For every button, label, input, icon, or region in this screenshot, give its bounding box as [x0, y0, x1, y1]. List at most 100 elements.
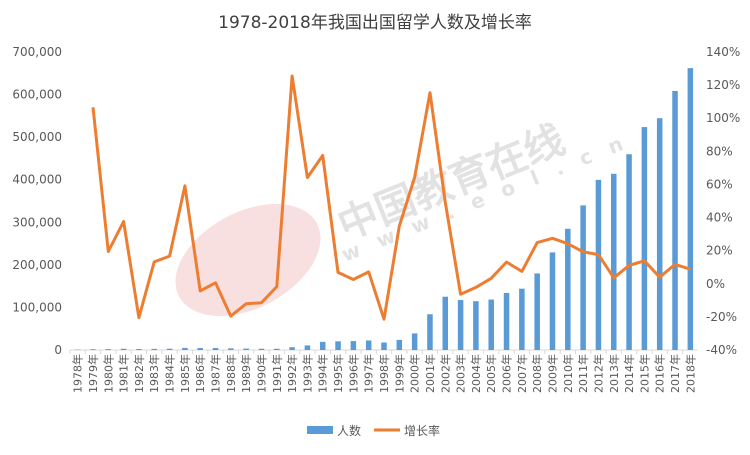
left-tick-label: 300,000	[12, 215, 62, 229]
bar	[182, 347, 188, 350]
bar	[580, 205, 586, 350]
right-tick-label: 100%	[706, 111, 740, 125]
bar	[626, 154, 632, 350]
bar	[120, 348, 127, 350]
right-tick-label: 60%	[706, 177, 733, 191]
legend-label-people: 人数	[337, 423, 361, 438]
bar	[90, 349, 96, 350]
x-tick-label: 1985年	[178, 354, 192, 393]
x-tick-label: 1982年	[132, 354, 146, 393]
right-tick-label: -40%	[706, 343, 737, 357]
bar	[641, 127, 648, 350]
bar	[197, 348, 203, 350]
bar	[289, 347, 295, 350]
x-tick-label: 1997年	[362, 354, 376, 393]
x-tick-label: 1981年	[117, 354, 131, 393]
x-tick-label: 1996年	[346, 354, 360, 393]
bar	[595, 179, 602, 350]
x-tick-label: 2004年	[469, 354, 483, 393]
x-tick-label: 1979年	[86, 354, 100, 393]
bar	[381, 342, 387, 350]
legend-swatch-people	[307, 426, 333, 434]
right-tick-label: 40%	[706, 211, 733, 225]
x-tick-label: 2007年	[515, 354, 529, 393]
x-tick-label: 2009年	[545, 354, 559, 393]
bar	[549, 252, 556, 350]
line-series	[91, 74, 691, 321]
x-tick-label: 2012年	[591, 354, 605, 393]
right-tick-label: 140%	[706, 45, 740, 59]
x-tick-label: 1991年	[270, 354, 284, 393]
bar	[457, 300, 464, 350]
x-tick-label: 2014年	[622, 354, 636, 393]
legend-label-growth: 增长率	[404, 423, 440, 438]
left-tick-label: 200,000	[12, 258, 62, 272]
bar	[411, 333, 418, 350]
bar	[350, 341, 357, 350]
left-tick-label: 400,000	[12, 173, 62, 187]
x-tick-label: 1987年	[209, 354, 223, 393]
x-tick-label: 1990年	[254, 354, 268, 393]
x-tick-label: 1993年	[300, 354, 314, 393]
x-tick-label: 1995年	[331, 354, 345, 393]
right-tick-label: 120%	[706, 78, 740, 92]
right-tick-label: 20%	[706, 244, 733, 258]
bar	[274, 348, 280, 350]
bar	[212, 347, 219, 350]
x-tick-label: 1978年	[71, 354, 85, 393]
growth-rate-line	[91, 74, 691, 321]
x-tick-label: 1998年	[377, 354, 391, 393]
x-tick-label: 1986年	[193, 354, 207, 393]
x-tick-label: 1983年	[147, 354, 161, 393]
bar	[473, 301, 479, 350]
bar	[335, 341, 341, 350]
left-tick-label: 0	[54, 343, 62, 357]
bar	[243, 348, 249, 350]
bar-series	[74, 68, 694, 351]
x-tick-label: 1999年	[392, 354, 406, 393]
x-tick-label: 1980年	[101, 354, 115, 393]
right-tick-label: 0%	[706, 277, 725, 291]
bar	[365, 340, 372, 350]
bar	[610, 173, 617, 350]
bar	[519, 288, 525, 350]
x-tick-label: 2016年	[653, 354, 667, 393]
right-axis: -40% -20% 0% 20% 40% 60% 80% 100% 120% 140%	[706, 45, 740, 357]
bar	[396, 339, 403, 350]
x-tick-label: 2015年	[637, 354, 651, 393]
bar	[151, 348, 158, 350]
x-tick-label: 2005年	[484, 354, 498, 393]
left-axis: 0 100,000 200,000 300,000 400,000 500,000 600,…	[12, 45, 62, 357]
right-tick-label: -20%	[706, 310, 737, 324]
x-tick-label: 2008年	[530, 354, 544, 393]
watermark-logo-shape	[175, 203, 321, 317]
bar	[565, 228, 571, 350]
bar	[319, 341, 326, 350]
legend: 人数 增长率	[307, 423, 440, 438]
bar	[503, 292, 510, 350]
x-tick-label: 2001年	[423, 354, 437, 393]
x-tick-label: 2010年	[561, 354, 575, 393]
right-tick-label: 80%	[706, 144, 733, 158]
bar	[228, 348, 234, 350]
bar	[136, 349, 142, 350]
x-tick-label: 1988年	[224, 354, 238, 393]
bar	[258, 348, 265, 350]
left-tick-label: 700,000	[12, 45, 62, 59]
left-tick-label: 100,000	[12, 300, 62, 314]
bar	[534, 273, 540, 350]
x-tick-label: 2000年	[408, 354, 422, 393]
bar	[105, 349, 112, 350]
bar	[427, 314, 433, 350]
x-tick-label: 2017年	[668, 354, 682, 393]
x-tick-label: 2013年	[607, 354, 621, 393]
x-axis: 1978年 1979年 1980年 1981年 1982年 1983年 1984年 1985年…	[69, 350, 697, 393]
x-tick-label: 2018年	[683, 354, 697, 393]
bar	[687, 68, 694, 350]
x-tick-label: 1989年	[239, 354, 253, 393]
x-tick-label: 1992年	[285, 354, 299, 393]
bar	[488, 299, 494, 350]
bar	[656, 118, 663, 350]
x-tick-label: 1984年	[163, 354, 177, 393]
